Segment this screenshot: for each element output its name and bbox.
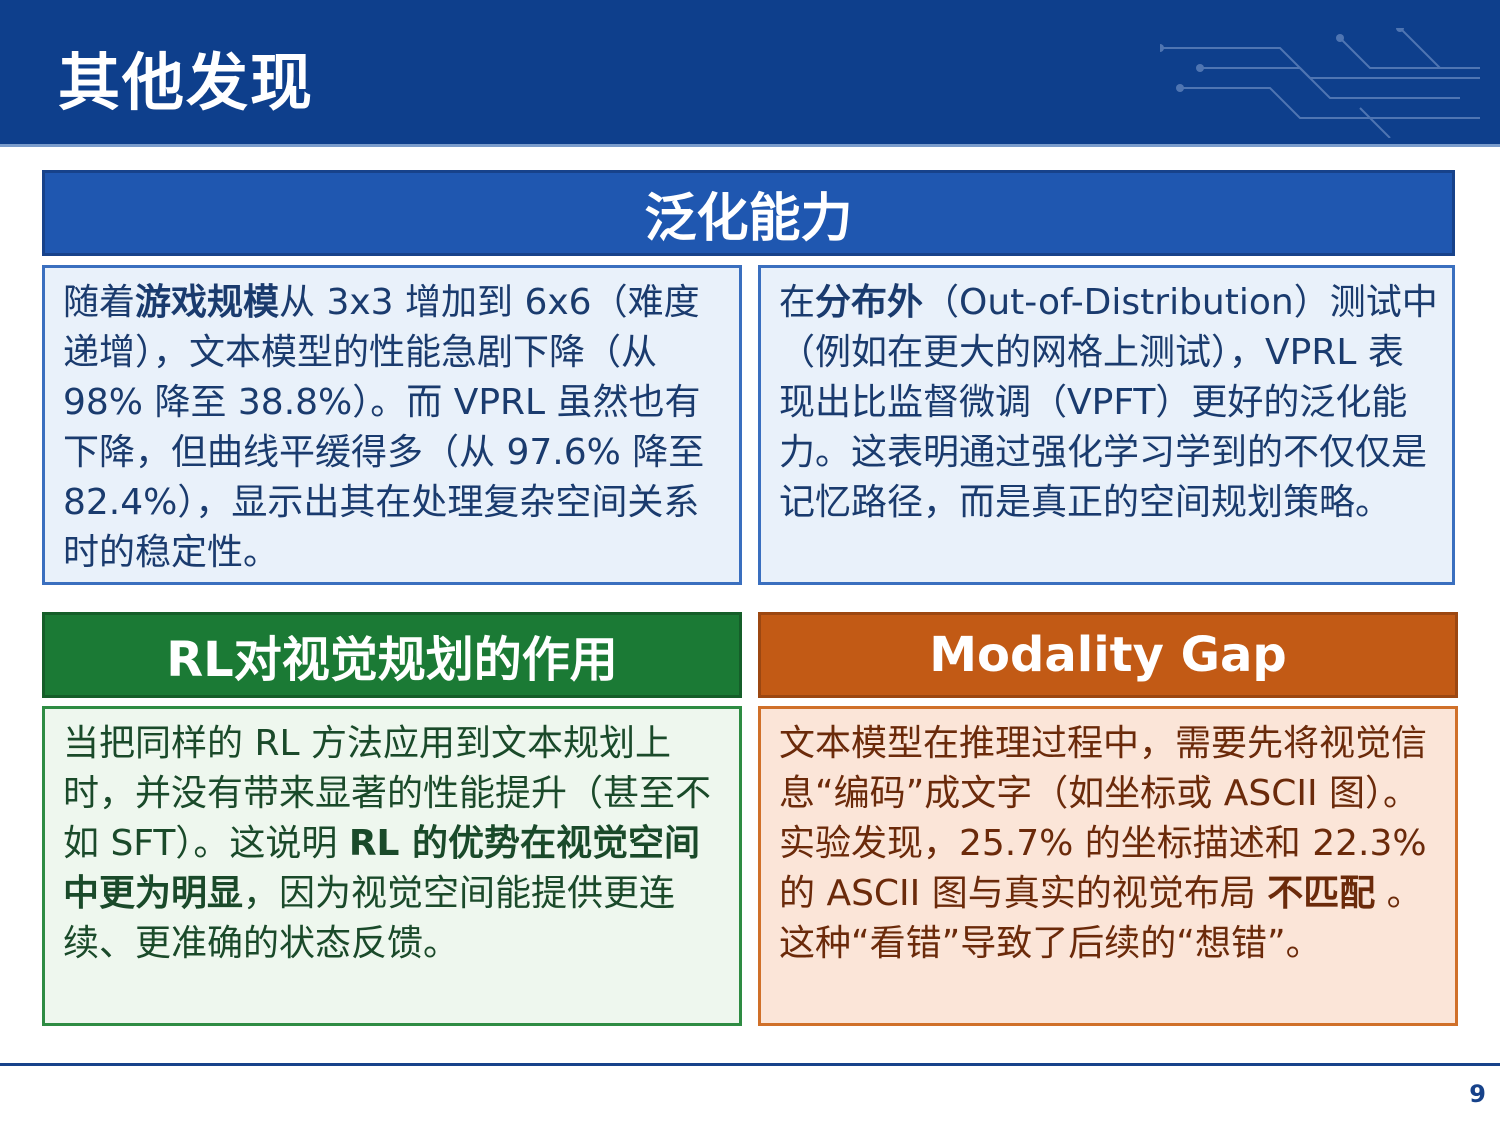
generalization-banner: 泛化能力 — [42, 170, 1455, 256]
footer-divider — [0, 1063, 1500, 1066]
header-divider — [0, 144, 1500, 147]
emphasis-text: 游戏规模 — [135, 282, 280, 323]
text-run: 当把同样的 RL 方法应用到文本规划上时，并没有带来显著的性能提升（甚至不如 S… — [63, 723, 712, 864]
generalization-title: 泛化能力 — [644, 188, 853, 249]
rl-effect-title: RL对视觉规划的作用 — [166, 632, 618, 688]
text-run: 随着 — [63, 282, 136, 323]
modality-gap-banner: Modality Gap — [758, 612, 1458, 698]
text-run: 文本模型在推理过程中，需要先将视觉信息“编码”成文字（如坐标或 ASCII 图）… — [779, 723, 1428, 914]
text-run: （Out-of-Distribution）测试中（例如在更大的网格上测试），VP… — [779, 282, 1438, 523]
circuit-decoration-icon — [1160, 28, 1480, 138]
rl-effect-banner: RL对视觉规划的作用 — [42, 612, 742, 698]
page-number: 9 — [1469, 1080, 1486, 1108]
modality-gap-title: Modality Gap — [929, 627, 1287, 683]
text-run: 在 — [779, 282, 816, 323]
text-run: 从 3x3 增加到 6x6（难度递增），文本模型的性能急剧下降（从 98% 降至… — [63, 282, 705, 573]
title-bar: 其他发现 — [0, 0, 1500, 144]
generalization-left-box: 随着游戏规模从 3x3 增加到 6x6（难度递增），文本模型的性能急剧下降（从 … — [42, 265, 742, 585]
generalization-right-box: 在分布外（Out-of-Distribution）测试中（例如在更大的网格上测试… — [758, 265, 1455, 585]
text-run: ，因为视觉空间能提供更连续、更准确的状态反馈。 — [63, 873, 676, 964]
modality-gap-box: 文本模型在推理过程中，需要先将视觉信息“编码”成文字（如坐标或 ASCII 图）… — [758, 706, 1458, 1026]
emphasis-text: 分布外 — [815, 282, 924, 323]
emphasis-text: RL 的优势在视觉空间中更为明显 — [63, 823, 701, 914]
page-title: 其他发现 — [58, 46, 315, 119]
rl-effect-box: 当把同样的 RL 方法应用到文本规划上时，并没有带来显著的性能提升（甚至不如 S… — [42, 706, 742, 1026]
text-run: 。这种“看错”导致了后续的“想错”。 — [779, 873, 1423, 964]
emphasis-text: 不匹配 — [1267, 873, 1376, 914]
